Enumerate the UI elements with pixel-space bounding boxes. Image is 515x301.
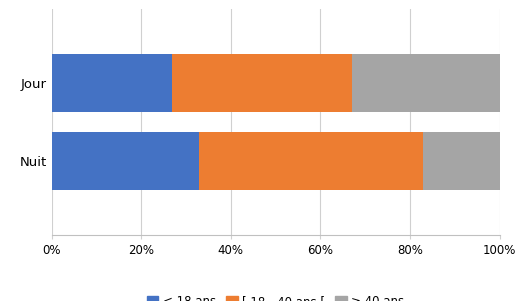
Bar <box>423 132 500 190</box>
Bar <box>173 54 352 112</box>
Bar <box>352 54 500 112</box>
Bar <box>52 54 173 112</box>
Bar <box>52 132 199 190</box>
Legend: < 18 ans, [ 18 - 40 ans [, ≥ 40 ans: < 18 ans, [ 18 - 40 ans [, ≥ 40 ans <box>142 290 409 301</box>
Bar <box>199 132 423 190</box>
